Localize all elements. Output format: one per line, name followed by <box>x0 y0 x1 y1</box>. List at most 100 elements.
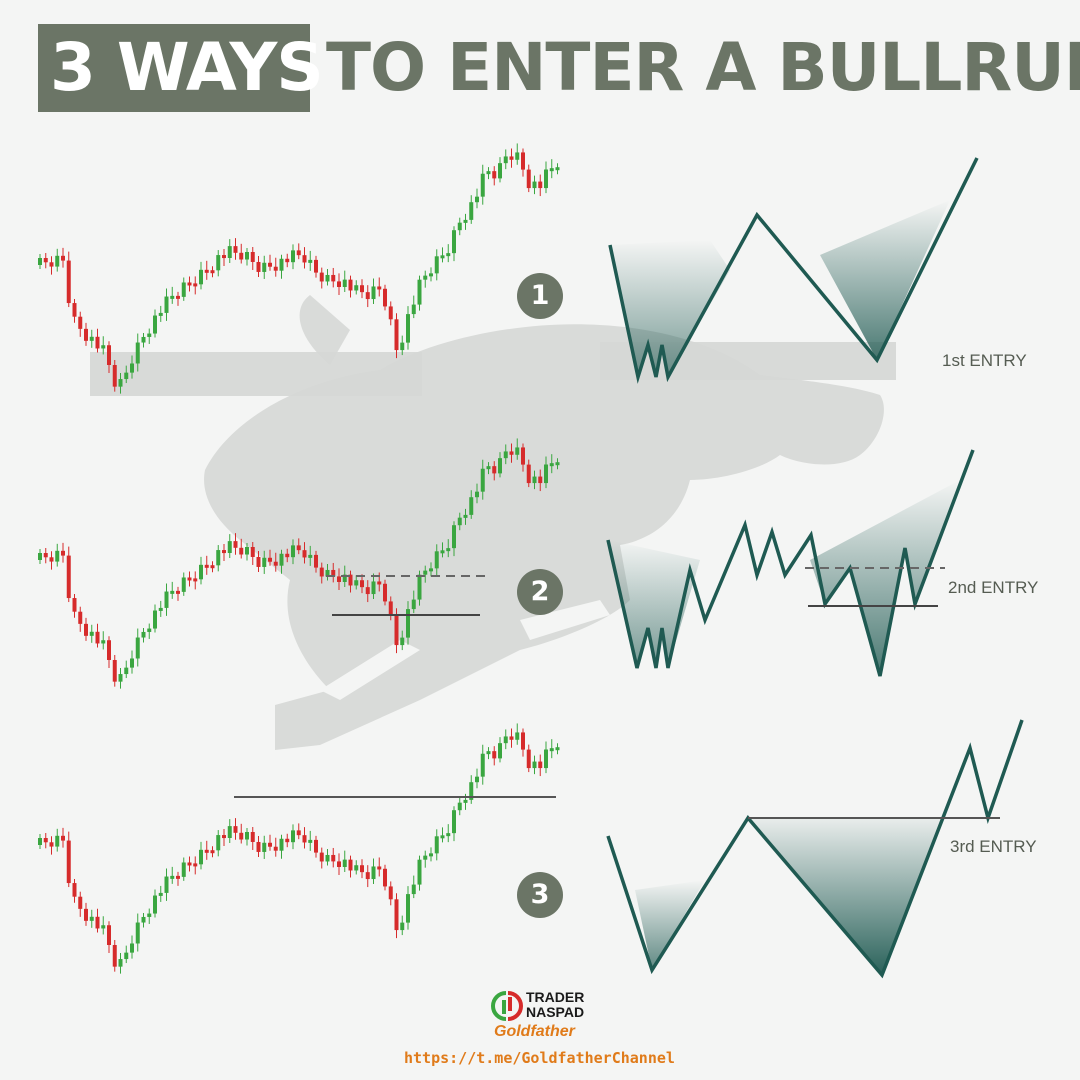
candle-body <box>411 304 416 315</box>
candle-body <box>112 660 117 682</box>
candle-body <box>532 476 537 484</box>
candle-body <box>492 466 497 474</box>
candle-body <box>130 658 134 668</box>
candle-body <box>498 743 502 759</box>
candle-body <box>377 581 382 585</box>
entry-label-2: 2nd ENTRY <box>948 578 1039 597</box>
candle-body <box>107 345 111 365</box>
candle-body <box>342 859 347 867</box>
candle-body <box>89 336 94 341</box>
candle-body <box>360 580 364 588</box>
candle-body <box>388 601 393 615</box>
candle-body <box>245 252 249 260</box>
candle-body <box>440 255 445 259</box>
candle-body <box>469 782 474 800</box>
candle-body <box>164 876 169 893</box>
candle-body <box>302 835 307 843</box>
candle-body <box>181 577 186 592</box>
candlestick-chart-3 <box>38 723 560 974</box>
candle-body <box>222 550 226 554</box>
candle-body <box>279 258 284 271</box>
candle-body <box>371 286 376 300</box>
candle-body <box>285 258 290 263</box>
candle-body <box>486 751 491 755</box>
candle-body <box>452 810 456 834</box>
candle-body <box>147 913 152 917</box>
candle-body <box>394 319 399 351</box>
candle-body <box>308 554 313 558</box>
candle-body <box>222 835 226 839</box>
step-number-2: 2 <box>517 569 563 615</box>
channel-link[interactable]: https://t.me/GoldfatherChannel <box>404 1049 675 1067</box>
candle-body <box>112 945 117 967</box>
candle-body <box>411 884 416 895</box>
candle-body <box>78 896 83 909</box>
candle-body <box>279 553 284 566</box>
candle-body <box>135 342 140 364</box>
candle-body <box>325 854 330 862</box>
candle-body <box>314 839 318 853</box>
candle-body <box>423 275 428 280</box>
pattern-2 <box>606 449 975 677</box>
candle-body <box>440 550 445 554</box>
candle-body <box>383 583 387 602</box>
candle-body <box>262 262 267 272</box>
candle-body <box>181 862 186 877</box>
candle-body <box>515 152 520 160</box>
candle-body <box>61 550 65 556</box>
candle-body <box>383 868 387 887</box>
candle-body <box>400 342 405 351</box>
candle-body <box>446 833 451 837</box>
candle-body <box>463 219 468 223</box>
candle-body <box>480 468 485 492</box>
candle-body <box>135 637 140 659</box>
candle-body <box>187 862 192 866</box>
candle-body <box>538 181 543 189</box>
candle-body <box>268 842 272 847</box>
candle-body <box>256 841 261 852</box>
candle-body <box>84 623 88 636</box>
candle-body <box>130 363 134 373</box>
title-highlight-text: 3 WAYS <box>50 29 324 106</box>
candle-body <box>187 577 192 581</box>
candle-body <box>308 839 313 843</box>
candle-body <box>262 842 267 852</box>
candle-body <box>498 163 502 179</box>
candle-body <box>204 564 209 568</box>
candle-body <box>66 840 71 884</box>
candle-body <box>61 835 65 841</box>
candle-body <box>285 838 290 843</box>
pattern-3 <box>606 719 1024 979</box>
candle-body <box>268 557 272 562</box>
candle-body <box>423 570 428 575</box>
candle-body <box>544 169 548 189</box>
candle-body <box>66 555 71 599</box>
candle-body <box>199 269 203 285</box>
candle-body <box>187 282 192 286</box>
candle-body <box>181 282 186 297</box>
candle-body <box>492 751 497 759</box>
candle-body <box>245 832 249 840</box>
candle-body <box>164 591 169 608</box>
candle-body <box>526 464 531 484</box>
candle-body <box>273 846 278 851</box>
candle-body <box>227 541 232 553</box>
candle-body <box>49 842 54 847</box>
candle-body <box>342 279 347 287</box>
candle-body <box>250 252 255 262</box>
brand-name: TRADER NASPAD <box>526 990 606 1020</box>
candle-body <box>49 557 54 562</box>
trader-naspad-logo-icon <box>491 991 523 1021</box>
candle-body <box>469 497 474 515</box>
candle-body <box>118 959 123 967</box>
candle-body <box>147 628 152 632</box>
candle-body <box>314 554 318 568</box>
candle-body <box>262 557 267 567</box>
candle-body <box>89 631 94 636</box>
candle-body <box>153 895 157 914</box>
candle-body <box>130 943 134 953</box>
candle-body <box>233 541 238 548</box>
candle-body <box>302 255 307 263</box>
candle-body <box>55 550 60 562</box>
candle-body <box>314 259 318 273</box>
